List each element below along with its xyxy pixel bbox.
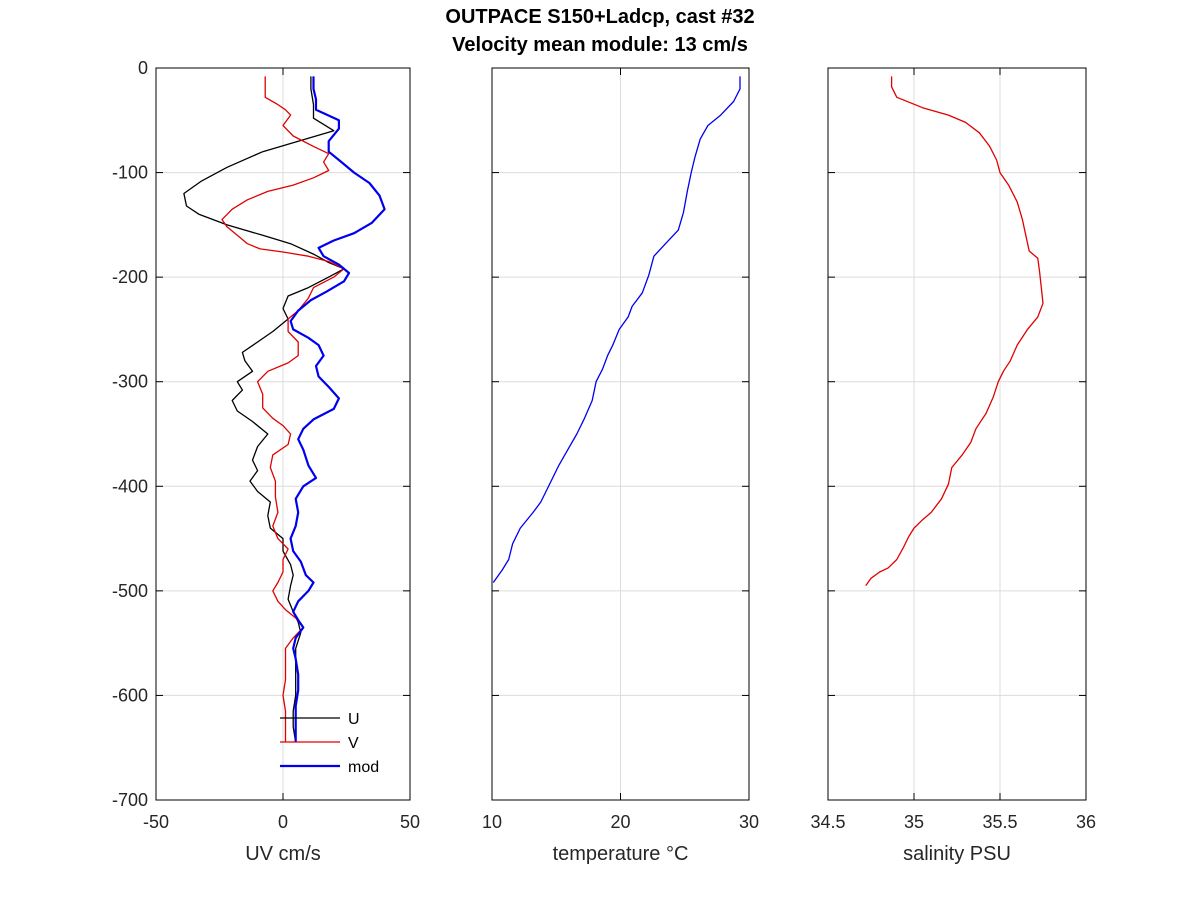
chart-subtitle: Velocity mean module: 13 cm/s (452, 34, 748, 56)
x-tick-label: 35.5 (982, 812, 1017, 832)
y-tick-label: -200 (112, 267, 148, 287)
x-tick-label: 34.5 (810, 812, 845, 832)
y-tick-label: -700 (112, 790, 148, 810)
series-mod-line (289, 76, 386, 743)
x-tick-label: 35 (904, 812, 924, 832)
x-axis-label: UV cm/s (245, 843, 321, 865)
y-tick-label: -400 (112, 476, 148, 496)
legend-label-V: V (348, 735, 359, 752)
y-tick-label: 0 (138, 58, 148, 78)
series-line-1 (492, 76, 741, 583)
series-V-line (221, 76, 345, 743)
temperature-panel: 10 20 30 temperature °C (482, 67, 759, 865)
x-axis-label: temperature °C (553, 843, 689, 865)
y-tick-label: -600 (112, 685, 148, 705)
x-tick-label: 20 (610, 812, 630, 832)
x-tick-label: 10 (482, 812, 502, 832)
x-tick-label: 30 (739, 812, 759, 832)
series-line-2 (865, 76, 1044, 586)
x-axis-label: salinity PSU (903, 843, 1011, 865)
x-tick-label: 50 (400, 812, 420, 832)
x-tick-label: -50 (143, 812, 169, 832)
legend-label-mod: mod (348, 759, 379, 776)
series-U-line (183, 76, 345, 743)
y-tick-label: -100 (112, 163, 148, 183)
axes-box (827, 67, 1087, 801)
plot-area (828, 68, 1086, 800)
legend-label-U: U (348, 711, 360, 728)
x-tick-label: 0 (278, 812, 288, 832)
salinity-panel: 34.5 35 35.5 36 salinity PSU (810, 67, 1096, 865)
y-tick-label: -500 (112, 581, 148, 601)
chart-title: OUTPACE S150+Ladcp, cast #32 (445, 6, 755, 28)
x-tick-label: 36 (1076, 812, 1096, 832)
y-tick-label: -300 (112, 372, 148, 392)
